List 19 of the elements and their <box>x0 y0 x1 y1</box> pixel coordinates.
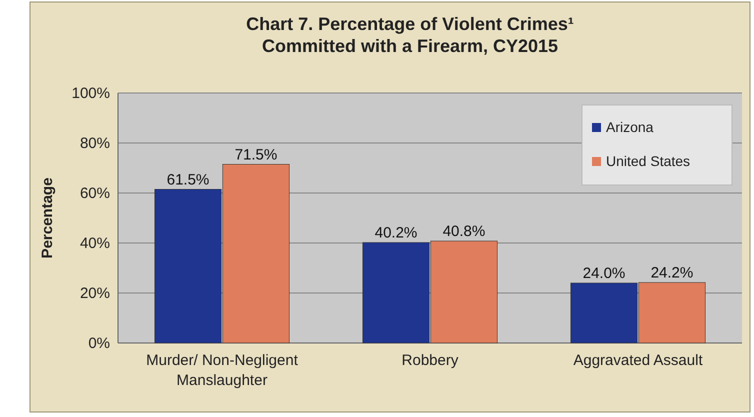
data-label: 24.0% <box>582 265 626 282</box>
data-label: 40.2% <box>374 224 418 242</box>
data-label: 71.5% <box>234 146 278 164</box>
chart-title: Chart 7. Percentage of Violent Crimes¹ Committed with a Firearm, CY2015 <box>246 14 574 56</box>
data-label: 40.8% <box>442 223 486 240</box>
legend-label: United States <box>606 153 690 169</box>
y-tick-label: 0% <box>88 335 110 352</box>
y-tick-label: 80% <box>80 135 110 152</box>
x-tick-label: Murder/ Non-Negligent Manslaughter <box>146 352 299 389</box>
x-tick-label: Robbery <box>402 352 459 369</box>
x-tick-label: Aggravated Assault <box>573 352 704 369</box>
y-axis-title: Percentage <box>39 178 56 258</box>
y-tick-label: 40% <box>80 235 110 252</box>
data-label: 61.5% <box>166 171 210 188</box>
data-label: 24.2% <box>650 264 694 282</box>
legend-label: Arizona <box>606 119 654 135</box>
y-tick-label: 100% <box>72 85 110 102</box>
y-tick-label: 60% <box>80 185 110 202</box>
y-tick-label: 20% <box>80 285 110 302</box>
